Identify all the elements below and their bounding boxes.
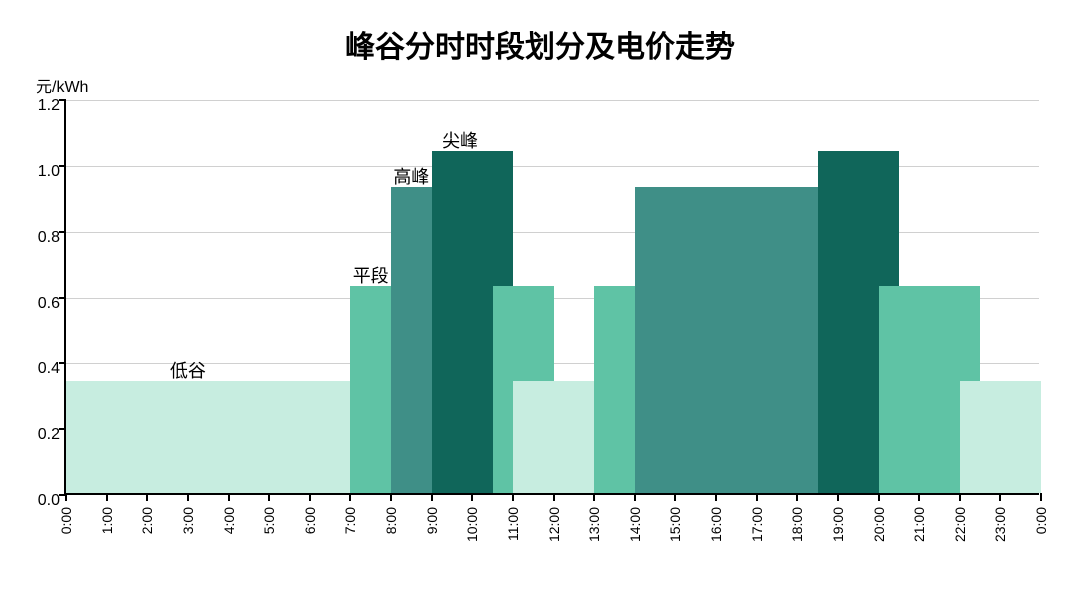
x-tick-mark [837, 493, 839, 501]
x-tick-mark [431, 493, 433, 501]
y-tick-mark [59, 297, 66, 299]
y-tick-label: 0.4 [28, 361, 60, 377]
y-axis-label: 元/kWh [36, 73, 88, 97]
x-tick-label: 10:00 [464, 507, 480, 547]
x-tick-label: 0:00 [1033, 507, 1049, 547]
x-tick-mark [187, 493, 189, 501]
electricity-price-chart: 峰谷分时时段划分及电价走势 元/kWh 0.00.20.40.60.81.01.… [0, 0, 1080, 599]
x-tick-mark [959, 493, 961, 501]
x-tick-mark [1040, 493, 1042, 501]
y-tick-mark [59, 231, 66, 233]
x-tick-label: 19:00 [830, 507, 846, 547]
x-tick-label: 17:00 [749, 507, 765, 547]
y-tick-mark [59, 165, 66, 167]
x-tick-label: 14:00 [627, 507, 643, 547]
category-label-peak: 高峰 [393, 163, 429, 189]
x-tick-mark [878, 493, 880, 501]
x-tick-mark [512, 493, 514, 501]
bar-peak [635, 187, 838, 493]
x-tick-mark [146, 493, 148, 501]
x-tick-label: 16:00 [708, 507, 724, 547]
x-tick-mark [918, 493, 920, 501]
x-tick-label: 6:00 [302, 507, 318, 547]
x-tick-mark [999, 493, 1001, 501]
x-tick-mark [715, 493, 717, 501]
x-tick-mark [593, 493, 595, 501]
category-label-sharp: 尖峰 [442, 127, 478, 153]
x-tick-mark [471, 493, 473, 501]
x-tick-mark [634, 493, 636, 501]
x-tick-label: 1:00 [99, 507, 115, 547]
x-tick-label: 22:00 [952, 507, 968, 547]
y-tick-label: 1.2 [28, 98, 60, 114]
y-tick-label: 0.2 [28, 427, 60, 443]
category-label-valley: 低谷 [170, 357, 206, 383]
x-tick-mark [796, 493, 798, 501]
x-tick-mark [390, 493, 392, 501]
y-gridline [66, 100, 1039, 101]
x-tick-label: 21:00 [911, 507, 927, 547]
x-tick-label: 12:00 [546, 507, 562, 547]
y-tick-label: 0.8 [28, 230, 60, 246]
x-tick-mark [65, 493, 67, 501]
x-tick-label: 9:00 [424, 507, 440, 547]
x-tick-label: 13:00 [586, 507, 602, 547]
x-tick-mark [106, 493, 108, 501]
x-tick-label: 2:00 [139, 507, 155, 547]
x-tick-label: 3:00 [180, 507, 196, 547]
x-tick-mark [309, 493, 311, 501]
plot-area: 0.00.20.40.60.81.01.20:001:002:003:004:0… [64, 100, 1039, 495]
bar-valley [66, 381, 350, 493]
x-tick-label: 8:00 [383, 507, 399, 547]
x-tick-label: 7:00 [342, 507, 358, 547]
x-tick-label: 0:00 [58, 507, 74, 547]
x-tick-mark [349, 493, 351, 501]
x-tick-mark [228, 493, 230, 501]
bar-valley [960, 381, 1041, 493]
x-tick-label: 20:00 [871, 507, 887, 547]
x-tick-label: 5:00 [261, 507, 277, 547]
chart-title: 峰谷分时时段划分及电价走势 [0, 22, 1080, 66]
x-tick-mark [674, 493, 676, 501]
x-tick-label: 23:00 [992, 507, 1008, 547]
x-tick-label: 15:00 [667, 507, 683, 547]
y-tick-label: 1.0 [28, 164, 60, 180]
y-tick-label: 0.0 [28, 493, 60, 509]
y-tick-mark [59, 362, 66, 364]
y-tick-mark [59, 428, 66, 430]
x-tick-mark [553, 493, 555, 501]
x-tick-mark [268, 493, 270, 501]
category-label-flat: 平段 [353, 262, 389, 288]
bar-valley [513, 381, 594, 493]
x-tick-label: 11:00 [505, 507, 521, 547]
y-tick-label: 0.6 [28, 296, 60, 312]
x-tick-label: 18:00 [789, 507, 805, 547]
x-tick-label: 4:00 [221, 507, 237, 547]
x-tick-mark [756, 493, 758, 501]
y-tick-mark [59, 99, 66, 101]
